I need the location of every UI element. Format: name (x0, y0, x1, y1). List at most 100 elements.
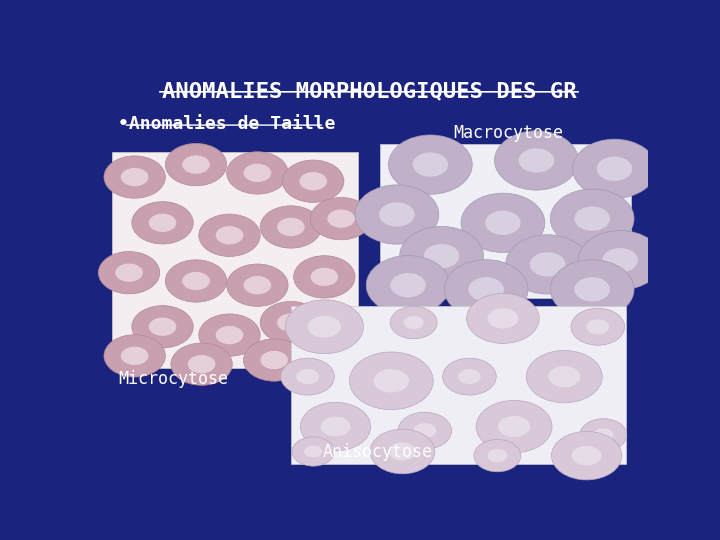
Ellipse shape (552, 431, 622, 480)
Ellipse shape (603, 248, 638, 272)
Ellipse shape (99, 252, 160, 294)
Ellipse shape (366, 255, 450, 315)
Text: •Anomalies de Taille: •Anomalies de Taille (118, 114, 336, 133)
Ellipse shape (526, 350, 602, 403)
Ellipse shape (243, 276, 271, 294)
Ellipse shape (572, 446, 602, 465)
Ellipse shape (390, 273, 426, 298)
Text: ANOMALIES MORPHOLOGIQUES DES GR: ANOMALIES MORPHOLOGIQUES DES GR (162, 82, 576, 102)
Ellipse shape (355, 185, 438, 244)
Ellipse shape (580, 418, 627, 451)
Ellipse shape (310, 268, 338, 286)
Ellipse shape (199, 314, 260, 356)
Ellipse shape (149, 318, 176, 336)
Ellipse shape (530, 252, 565, 276)
Ellipse shape (132, 201, 193, 244)
Ellipse shape (349, 352, 433, 410)
Ellipse shape (474, 440, 521, 472)
Ellipse shape (485, 211, 521, 235)
Ellipse shape (578, 231, 662, 290)
Ellipse shape (281, 358, 334, 395)
Ellipse shape (310, 198, 372, 240)
Bar (380, 144, 631, 298)
Ellipse shape (389, 135, 472, 194)
Ellipse shape (216, 326, 243, 344)
Ellipse shape (505, 235, 590, 294)
Ellipse shape (277, 218, 305, 236)
Ellipse shape (305, 330, 366, 373)
Ellipse shape (571, 308, 624, 345)
Ellipse shape (424, 244, 459, 268)
Ellipse shape (282, 160, 344, 202)
Ellipse shape (121, 347, 148, 365)
Ellipse shape (115, 264, 143, 282)
Ellipse shape (285, 300, 364, 354)
Ellipse shape (320, 417, 351, 436)
Ellipse shape (132, 306, 193, 348)
Ellipse shape (575, 277, 610, 301)
Ellipse shape (498, 416, 530, 437)
Ellipse shape (413, 152, 448, 177)
Ellipse shape (400, 226, 483, 286)
Ellipse shape (467, 293, 539, 343)
Ellipse shape (166, 260, 227, 302)
Ellipse shape (458, 369, 481, 384)
Ellipse shape (328, 210, 355, 228)
Ellipse shape (322, 342, 349, 361)
Ellipse shape (166, 144, 227, 186)
Bar (291, 306, 626, 464)
Ellipse shape (104, 156, 166, 198)
Ellipse shape (575, 206, 610, 231)
Ellipse shape (495, 131, 578, 190)
Ellipse shape (550, 189, 634, 248)
Ellipse shape (294, 256, 355, 298)
Ellipse shape (518, 148, 554, 173)
Ellipse shape (398, 412, 451, 449)
Ellipse shape (443, 358, 496, 395)
Bar (112, 152, 358, 368)
Ellipse shape (260, 206, 322, 248)
Ellipse shape (182, 156, 210, 174)
Ellipse shape (292, 437, 334, 466)
Ellipse shape (304, 446, 323, 457)
Text: Microcytose: Microcytose (118, 370, 228, 388)
Ellipse shape (572, 139, 657, 198)
Ellipse shape (333, 322, 361, 340)
Ellipse shape (461, 193, 545, 252)
Ellipse shape (300, 172, 327, 191)
Ellipse shape (550, 260, 634, 319)
Ellipse shape (487, 308, 518, 328)
Ellipse shape (171, 343, 233, 386)
Ellipse shape (182, 272, 210, 290)
Ellipse shape (370, 429, 435, 474)
Ellipse shape (199, 214, 260, 256)
Ellipse shape (227, 152, 288, 194)
Ellipse shape (243, 339, 305, 381)
Ellipse shape (469, 277, 504, 301)
Ellipse shape (277, 313, 305, 332)
Text: Macrocytose: Macrocytose (454, 124, 564, 142)
Ellipse shape (307, 316, 341, 338)
Ellipse shape (296, 369, 319, 384)
Ellipse shape (379, 202, 415, 227)
Ellipse shape (476, 400, 552, 453)
Ellipse shape (316, 310, 377, 352)
Ellipse shape (121, 168, 148, 186)
Ellipse shape (404, 316, 423, 329)
Ellipse shape (216, 226, 243, 245)
Ellipse shape (149, 214, 176, 232)
Ellipse shape (487, 449, 508, 462)
Ellipse shape (548, 366, 580, 387)
Ellipse shape (444, 260, 528, 319)
Ellipse shape (374, 369, 409, 393)
Ellipse shape (104, 335, 166, 377)
Ellipse shape (188, 355, 215, 373)
Ellipse shape (300, 402, 371, 451)
Text: Anisocytose: Anisocytose (323, 443, 433, 461)
Ellipse shape (586, 319, 609, 334)
Ellipse shape (261, 351, 288, 369)
Ellipse shape (389, 442, 416, 461)
Ellipse shape (260, 301, 322, 344)
Ellipse shape (243, 164, 271, 182)
Ellipse shape (597, 157, 632, 181)
